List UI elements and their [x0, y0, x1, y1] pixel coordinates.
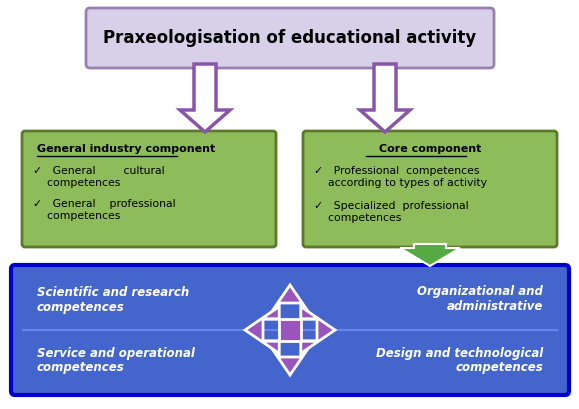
- Text: Core component: Core component: [379, 144, 481, 154]
- Text: ✓   Specialized  professional
    competences: ✓ Specialized professional competences: [314, 201, 468, 222]
- Polygon shape: [180, 64, 230, 132]
- Text: Organizational and
administrative: Organizational and administrative: [417, 285, 543, 314]
- Bar: [278, 319, 301, 341]
- FancyBboxPatch shape: [303, 131, 557, 247]
- FancyBboxPatch shape: [11, 265, 569, 395]
- FancyBboxPatch shape: [86, 8, 494, 68]
- Text: ✓   General    professional
    competences: ✓ General professional competences: [33, 199, 175, 220]
- Polygon shape: [266, 285, 313, 319]
- Text: Design and technological
competences: Design and technological competences: [376, 346, 543, 375]
- Polygon shape: [266, 341, 313, 375]
- FancyBboxPatch shape: [22, 131, 276, 247]
- Text: Scientific and research
competences: Scientific and research competences: [37, 285, 189, 314]
- Polygon shape: [360, 64, 410, 132]
- Polygon shape: [301, 307, 335, 353]
- Polygon shape: [245, 307, 279, 353]
- Text: Praxeologisation of educational activity: Praxeologisation of educational activity: [104, 29, 477, 47]
- Text: Service and operational
competences: Service and operational competences: [37, 346, 195, 375]
- Text: General industry component: General industry component: [37, 144, 215, 154]
- Polygon shape: [400, 244, 460, 266]
- Text: ✓   Professional  competences
    according to types of activity: ✓ Professional competences according to …: [314, 166, 487, 188]
- Text: ✓   General        cultural
    competences: ✓ General cultural competences: [33, 166, 164, 188]
